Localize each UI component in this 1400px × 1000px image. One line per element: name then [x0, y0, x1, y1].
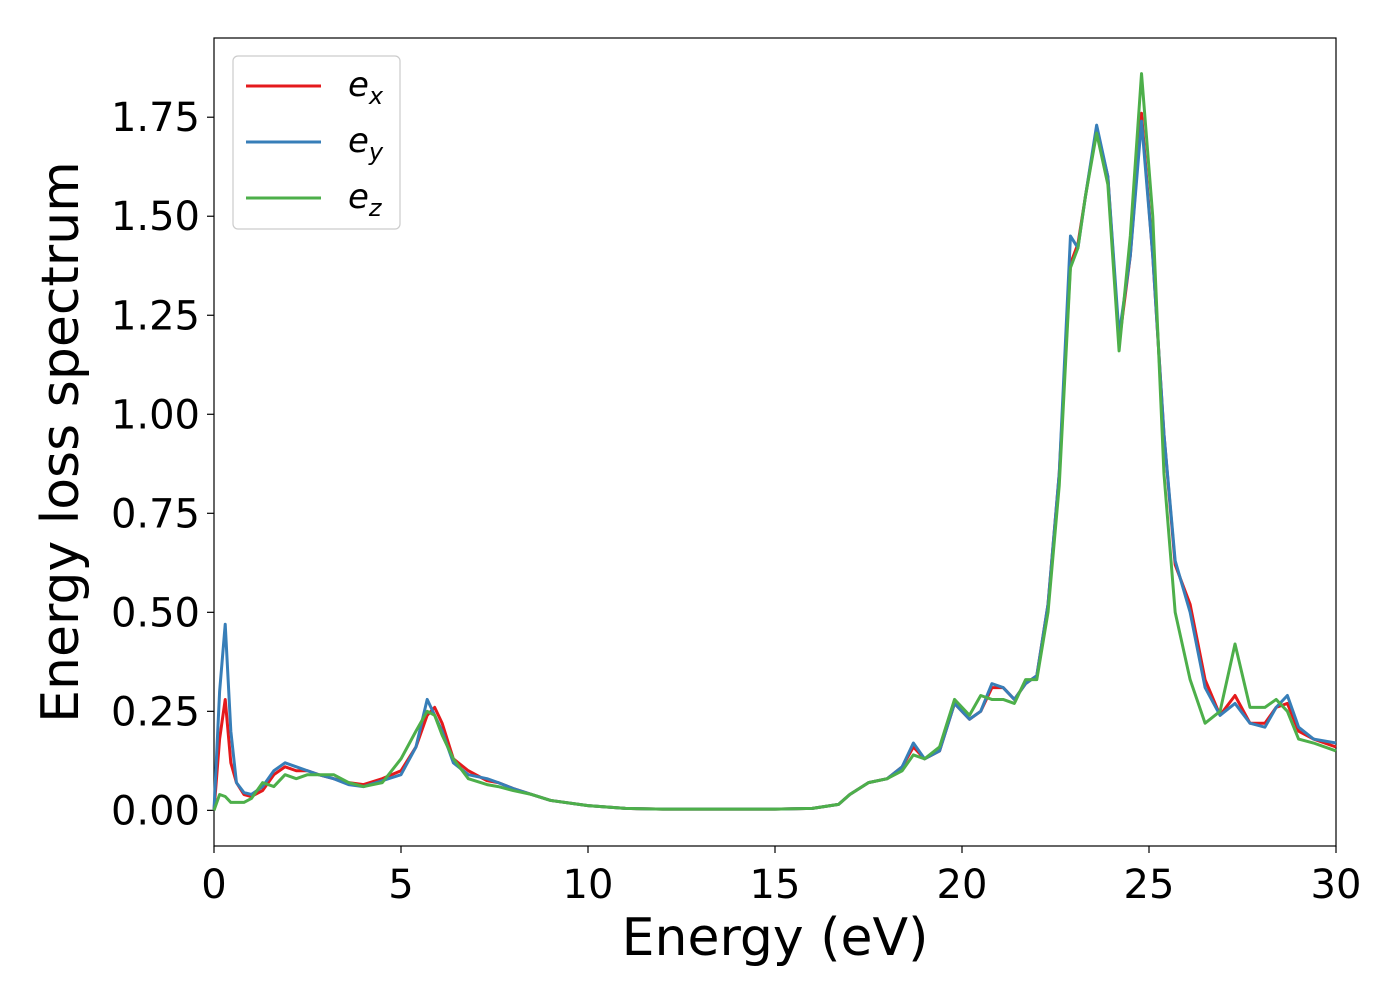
x-axis-label: Energy (eV) [622, 908, 929, 968]
y-axis-label: Energy loss spectrum [31, 161, 91, 723]
legend-label: ey [348, 121, 384, 166]
x-tick-label: 25 [1124, 862, 1175, 908]
y-tick-label: 0.25 [111, 689, 200, 735]
y-tick-label: 1.75 [111, 95, 200, 141]
y-tick-label: 0.50 [111, 590, 200, 636]
legend-label: ex [348, 65, 384, 110]
y-tick-label: 1.00 [111, 392, 200, 438]
y-tick-label: 0.00 [111, 788, 200, 834]
y-tick-label: 0.75 [111, 491, 200, 537]
x-tick-label: 20 [937, 862, 988, 908]
legend-label: ez [348, 177, 383, 222]
y-tick-label: 1.25 [111, 293, 200, 339]
x-tick-label: 5 [388, 862, 413, 908]
x-tick-label: 10 [563, 862, 614, 908]
y-tick-label: 1.50 [111, 194, 200, 240]
x-tick-label: 30 [1311, 862, 1362, 908]
x-tick-label: 0 [201, 862, 226, 908]
plot-lines [212, 72, 1337, 811]
x-tick-label: 15 [750, 862, 801, 908]
series-line [212, 72, 1337, 811]
